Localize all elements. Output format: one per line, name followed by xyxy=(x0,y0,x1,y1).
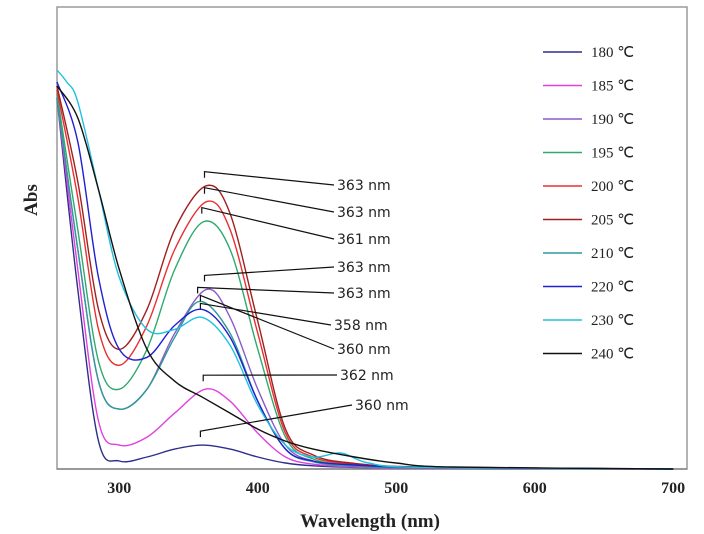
annotation-leader-line xyxy=(199,404,353,438)
peak-annotation-label: 363 nm xyxy=(337,260,391,276)
series-line-230 xyxy=(56,69,674,470)
x-tick-label: 500 xyxy=(384,480,408,497)
peak-annotation-label: 361 nm xyxy=(337,232,391,248)
annotation-leader-line xyxy=(201,206,335,240)
legend-label: 185 ℃ xyxy=(591,79,634,95)
legend-label: 200 ℃ xyxy=(591,179,634,195)
x-tick-label: 400 xyxy=(246,480,270,497)
x-tick-label: 600 xyxy=(523,480,547,497)
x-axis-title: Wavelength (nm) xyxy=(300,511,440,532)
annotation-leader-line xyxy=(203,266,335,282)
legend-label: 230 ℃ xyxy=(591,313,634,329)
x-tick-label: 300 xyxy=(107,480,131,497)
legend-label: 205 ℃ xyxy=(591,213,634,229)
annotation-leader-line xyxy=(199,302,332,326)
annotation-leader-line xyxy=(203,171,335,186)
series-line-240 xyxy=(56,85,674,470)
peak-annotation-label: 363 nm xyxy=(337,205,391,221)
legend-label: 195 ℃ xyxy=(591,146,634,162)
legend: 180 ℃ 185 ℃ 190 ℃ 195 ℃ 200 ℃ 205 ℃ 210 ℃ 220 ℃… xyxy=(543,45,634,363)
legend-label: 190 ℃ xyxy=(591,112,634,128)
plot-frame xyxy=(56,6,688,470)
series-line-205 xyxy=(56,85,674,470)
annotation-leader-line xyxy=(203,186,335,213)
annotation-layer: 363 nm 363 nm 361 nm 363 nm 363 nm 358 nm 360 … xyxy=(197,171,409,438)
y-axis-title: Abs xyxy=(21,184,42,216)
peak-annotation-label: 362 nm xyxy=(340,368,394,384)
series-line-210 xyxy=(56,97,674,470)
legend-label: 180 ℃ xyxy=(591,45,634,61)
series-line-220 xyxy=(56,81,674,470)
peak-annotation-label: 360 nm xyxy=(355,398,409,414)
series-layer xyxy=(56,69,674,470)
legend-label: 210 ℃ xyxy=(591,246,634,262)
peak-annotation-label: 360 nm xyxy=(337,342,391,358)
annotation-leader-line xyxy=(197,286,335,294)
x-tick-label: 700 xyxy=(661,480,685,497)
peak-annotation-label: 363 nm xyxy=(337,286,391,302)
x-tick-labels: 300 400 500 600 700 xyxy=(107,480,685,497)
annotation-leader-line xyxy=(199,294,335,350)
peak-annotation-label: 363 nm xyxy=(337,178,391,194)
annotation-leader-line xyxy=(202,374,338,382)
legend-label: 220 ℃ xyxy=(591,280,634,296)
peak-annotation-label: 358 nm xyxy=(334,318,388,334)
legend-label: 240 ℃ xyxy=(591,347,634,363)
